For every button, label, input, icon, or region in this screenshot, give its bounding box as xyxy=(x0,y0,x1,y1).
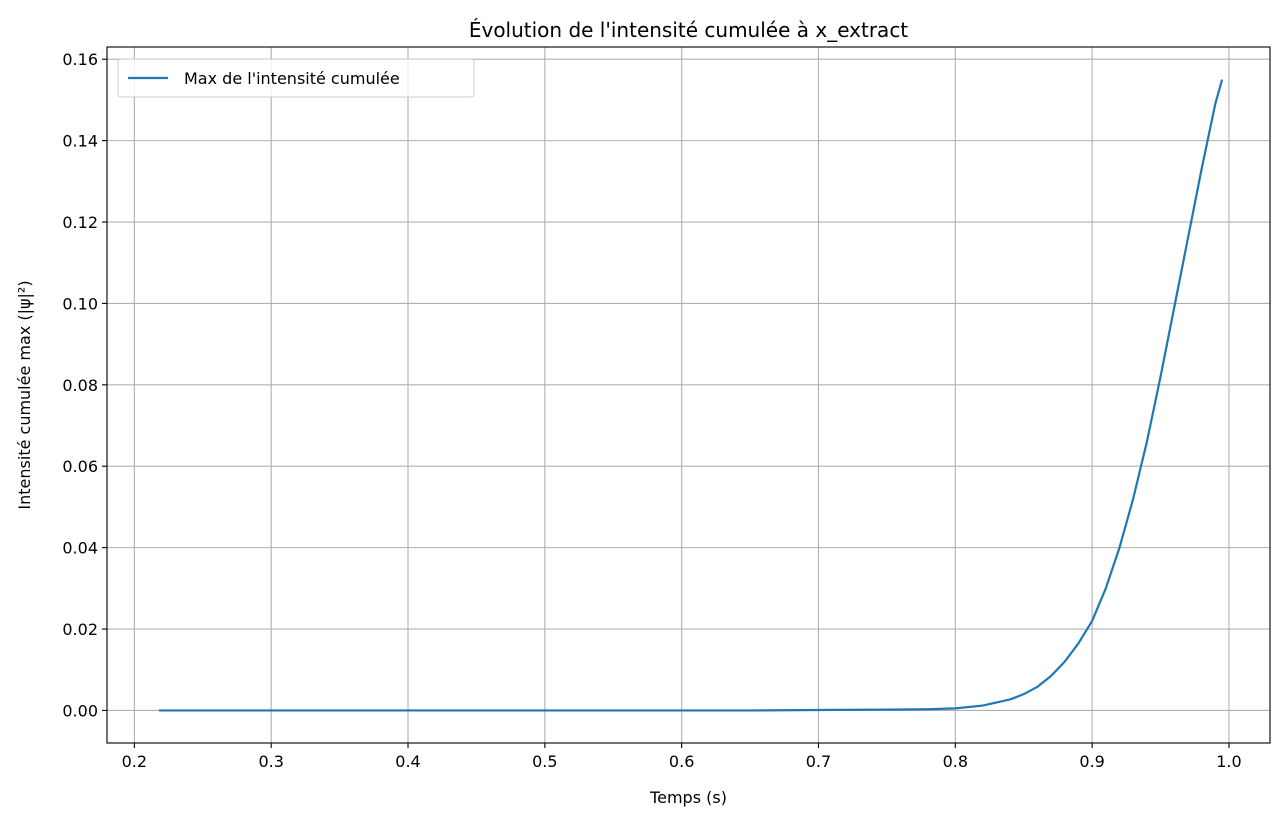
x-axis-label: Temps (s) xyxy=(649,788,727,807)
x-tick-label: 0.3 xyxy=(258,752,283,771)
y-axis-label: Intensité cumulée max (|ψ|²) xyxy=(15,280,34,509)
series-layer xyxy=(158,79,1224,712)
y-tick-label: 0.10 xyxy=(62,294,98,313)
x-tick-label: 0.6 xyxy=(669,752,694,771)
y-tick-label: 0.16 xyxy=(62,50,98,69)
x-tick-label: 0.8 xyxy=(943,752,968,771)
legend: Max de l'intensité cumulée xyxy=(117,58,475,98)
y-tick-label: 0.02 xyxy=(62,620,98,639)
x-tick-label: 0.9 xyxy=(1079,752,1104,771)
y-tick-label: 0.14 xyxy=(62,132,98,151)
x-axis: 0.2 0.3 0.4 0.5 0.6 0.7 0.8 0.9 1.0 xyxy=(122,743,1242,771)
y-tick-label: 0.04 xyxy=(62,539,98,558)
legend-box xyxy=(117,58,475,98)
plot-frame xyxy=(106,46,1271,744)
x-tick-label: 0.4 xyxy=(395,752,420,771)
x-tick-label: 0.2 xyxy=(122,752,147,771)
x-tick-label: 0.5 xyxy=(532,752,557,771)
y-tick-label: 0.12 xyxy=(62,213,98,232)
y-axis: 0.00 0.02 0.04 0.06 0.08 0.10 0.12 0.14 0.16 xyxy=(62,50,107,720)
y-tick-label: 0.00 xyxy=(62,701,98,720)
chart-title: Évolution de l'intensité cumulée à x_ext… xyxy=(469,18,908,42)
grid xyxy=(107,47,1270,743)
y-tick-label: 0.08 xyxy=(62,376,98,395)
x-tick-label: 1.0 xyxy=(1216,752,1241,771)
y-tick-label: 0.06 xyxy=(62,457,98,476)
series-line xyxy=(158,79,1224,712)
legend-entry: Max de l'intensité cumulée xyxy=(184,69,400,88)
x-tick-label: 0.7 xyxy=(806,752,831,771)
